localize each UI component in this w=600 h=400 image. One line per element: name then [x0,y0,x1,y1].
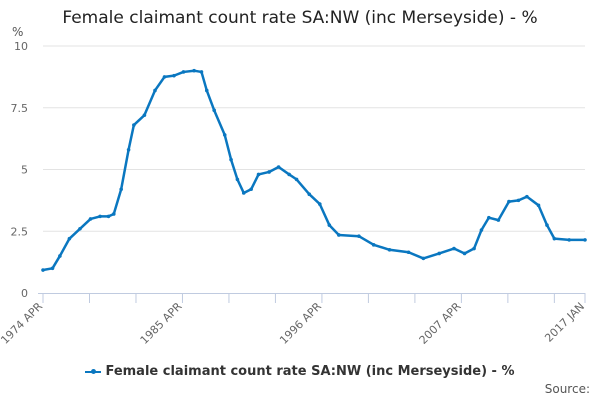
data-point [256,172,261,177]
x-tick-label: 2007 APR [417,300,464,347]
data-point [507,199,511,204]
y-tick-label: 10 [14,40,28,53]
data-point [98,214,102,219]
y-axis-label: % [12,25,23,39]
data-point [545,223,549,227]
x-tick-label: 1974 APR [0,300,45,347]
source-label: Source: [544,382,590,396]
data-point [294,177,299,182]
data-point [357,234,361,238]
data-point [192,68,196,73]
data-point [276,165,281,169]
data-point [496,218,501,222]
data-point [387,247,392,252]
legend-label: Female claimant count rate SA:NW (inc Me… [105,364,515,379]
data-point [307,192,312,196]
data-point [50,266,55,271]
data-point [462,251,467,256]
data-point [106,214,111,219]
legend[interactable]: Female claimant count rate SA:NW (inc Me… [0,364,600,379]
data-point [516,198,521,203]
data-point [536,203,541,208]
data-point [267,170,271,174]
data-point [472,246,476,251]
data-point [67,236,72,241]
data-point [212,108,216,113]
data-point [249,187,253,192]
data-point [337,233,341,237]
y-tick-label: 5 [21,164,28,177]
series-line [42,69,585,272]
data-point [88,217,93,221]
data-point [162,75,167,79]
data-point [235,177,240,182]
data-point [199,70,204,74]
chart-title: Female claimant count rate SA:NW (inc Me… [62,8,538,28]
data-point [142,113,147,117]
data-point [41,268,45,272]
y-tick-label: 2.5 [11,225,29,238]
data-point [126,147,131,152]
data-point [437,251,441,256]
data-point [421,256,426,261]
data-point [452,246,456,251]
data-point [371,243,376,247]
data-point [132,123,136,127]
data-point [58,254,62,258]
data-point [479,228,484,232]
data-point [241,191,246,195]
data-point [111,212,116,216]
data-point [567,238,571,242]
data-point [525,194,529,199]
x-tick-label: 1985 APR [138,300,185,347]
data-point [204,88,209,93]
y-tick-label: 7.5 [11,102,29,115]
y-tick-label: 0 [21,287,28,300]
data-point [78,226,82,231]
data-point [318,202,322,206]
data-point [487,215,491,220]
data-point [229,157,233,162]
data-point [583,238,587,242]
data-point [406,250,411,255]
data-point [222,133,227,137]
data-point [287,172,291,177]
data-point [327,223,332,227]
data-point [119,187,123,192]
x-tick-label: 2017 JAN [542,300,587,345]
legend-swatch [85,368,102,374]
data-point [181,70,186,74]
data-point [172,73,176,78]
x-tick-label: 1996 APR [277,300,324,347]
data-point [552,236,557,241]
data-point [153,88,157,93]
